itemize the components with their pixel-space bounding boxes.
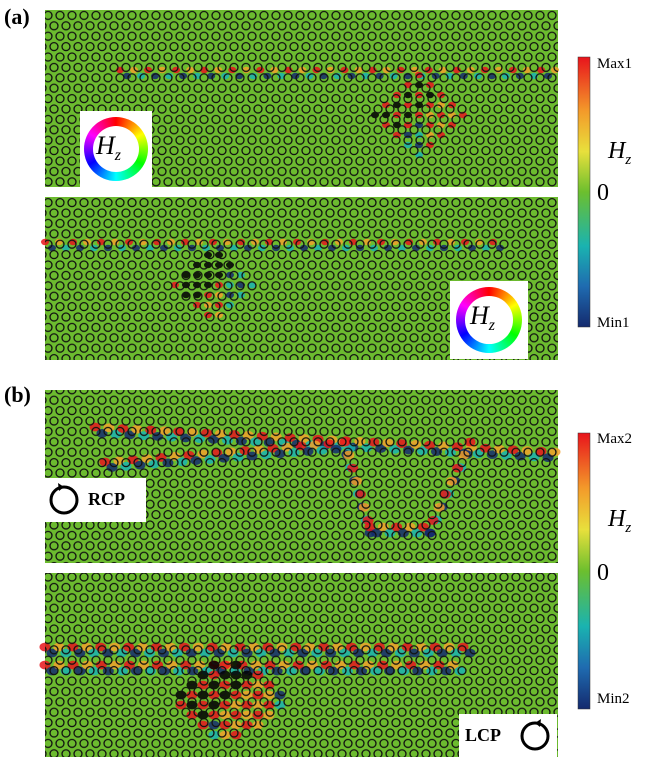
subscript: z — [625, 520, 631, 536]
symbol: H — [608, 506, 625, 532]
inset: RCP — [40, 478, 146, 522]
colorbar-zero: 0 — [597, 560, 609, 587]
colorbar-quantity: Hz — [608, 506, 631, 537]
symbol: H — [608, 138, 625, 164]
inset: LCP — [459, 714, 557, 757]
polarization-label: RCP — [88, 489, 125, 510]
colorbar-max: Max2 — [597, 431, 632, 448]
symbol: H — [96, 131, 115, 160]
colorbar-quantity: Hz — [608, 138, 631, 169]
colorbar-zero: 0 — [597, 180, 609, 207]
subscript: z — [625, 152, 631, 168]
panel-label: (a) — [4, 4, 30, 30]
inset: Hz — [450, 281, 528, 359]
symbol: H — [470, 301, 489, 330]
colorbar-min: Min1 — [597, 315, 630, 332]
colorbar-max: Max1 — [597, 56, 632, 73]
subscript: z — [115, 147, 121, 164]
colorbar-min: Min2 — [597, 691, 630, 708]
colorbar — [578, 57, 590, 327]
subscript: z — [489, 317, 495, 334]
inset: Hz — [80, 111, 152, 187]
polarization-label: LCP — [465, 725, 501, 746]
colorbar — [578, 433, 590, 709]
panel-label: (b) — [4, 382, 31, 408]
figure: (a) (b) Max1 Hz 0 Min1 Max2 Hz 0 Min2 Hz… — [0, 0, 646, 767]
